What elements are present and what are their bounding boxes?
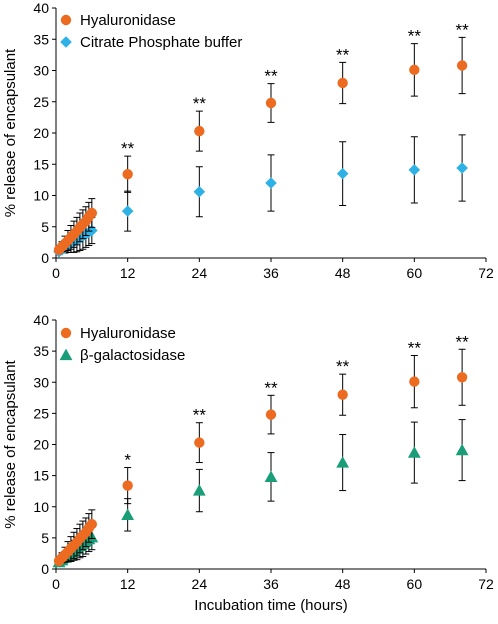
data-point <box>192 484 206 496</box>
significance-marker: ** <box>264 67 278 86</box>
legend-marker <box>60 327 72 339</box>
significance-marker: ** <box>408 338 422 357</box>
x-tick-label: 24 <box>192 265 208 281</box>
y-tick-label: 10 <box>33 188 49 204</box>
x-tick-label: 0 <box>52 576 60 592</box>
legend-entry: β-galactosidase <box>59 347 185 364</box>
significance-marker: ** <box>455 332 469 351</box>
legend-entry: Hyaluronidase <box>60 12 176 29</box>
series-1 <box>52 419 469 568</box>
significance-marker: ** <box>336 357 350 376</box>
x-tick-label: 24 <box>192 576 208 592</box>
y-tick-label: 30 <box>33 63 49 79</box>
y-axis-label: % release of encapsulant <box>2 48 19 217</box>
x-axis-label: Incubation time (hours) <box>194 597 347 614</box>
y-tick-label: 20 <box>33 125 49 141</box>
data-point <box>265 177 277 189</box>
y-tick-label: 40 <box>33 312 49 328</box>
data-point <box>456 60 468 71</box>
significance-marker: ** <box>408 27 422 46</box>
legend-marker <box>60 14 72 26</box>
x-tick-label: 36 <box>263 576 279 592</box>
data-point <box>86 518 98 530</box>
legend-entry: Hyaluronidase <box>60 325 176 342</box>
data-point <box>456 162 468 174</box>
x-tick-label: 12 <box>120 265 136 281</box>
data-point <box>456 372 468 383</box>
x-tick-label: 0 <box>52 265 60 281</box>
y-tick-label: 0 <box>41 250 49 266</box>
x-tick-label: 48 <box>335 576 351 592</box>
y-tick-label: 35 <box>33 343 49 359</box>
data-point <box>122 480 133 491</box>
x-tick-label: 60 <box>407 265 423 281</box>
significance-marker: ** <box>121 139 135 158</box>
significance-marker: ** <box>264 378 278 397</box>
data-point <box>407 446 421 458</box>
data-point <box>337 77 348 89</box>
series-0 <box>53 348 468 567</box>
y-tick-label: 15 <box>33 468 49 484</box>
data-point <box>336 167 349 180</box>
y-tick-label: 20 <box>33 437 49 453</box>
top-chart: 0 5 10 15 20 25 30 35 40 0 12 24 36 48 60 72 % release o… <box>2 0 494 281</box>
significance-marker: * <box>124 451 131 470</box>
series-1 <box>53 134 468 258</box>
y-tick-label: 25 <box>33 94 49 110</box>
legend-label: Hyaluronidase <box>80 12 176 29</box>
data-point <box>337 389 348 400</box>
bottom-chart: 0 5 10 15 20 25 30 35 40 0 12 24 36 48 60 72 % release o… <box>2 312 494 614</box>
legend-label: Citrate Phosphate buffer <box>80 34 242 51</box>
data-point <box>265 97 277 109</box>
data-point <box>408 164 421 176</box>
x-tick-label: 72 <box>478 576 494 592</box>
significance-marker: ** <box>193 94 207 113</box>
significance-marker: ** <box>455 20 469 39</box>
y-tick-label: 10 <box>33 499 49 515</box>
data-point <box>336 456 350 468</box>
data-point <box>121 205 134 217</box>
x-tick-label: 60 <box>407 576 423 592</box>
series-0 <box>53 36 468 256</box>
y-tick-label: 5 <box>41 219 49 235</box>
legend-marker <box>60 36 72 48</box>
data-point <box>121 508 135 520</box>
data-point <box>86 207 98 219</box>
data-point <box>122 169 133 180</box>
y-tick-label: 35 <box>33 31 49 47</box>
data-point <box>193 185 206 198</box>
x-tick-label: 48 <box>335 265 351 281</box>
data-point <box>265 409 277 420</box>
data-point <box>264 470 278 482</box>
y-tick-label: 0 <box>41 561 49 577</box>
legend-marker <box>59 348 73 361</box>
y-tick-label: 15 <box>33 156 49 172</box>
y-tick-label: 40 <box>33 0 49 16</box>
legend-entry: Citrate Phosphate buffer <box>60 34 242 51</box>
significance-marker: ** <box>336 45 350 64</box>
legend-label: Hyaluronidase <box>80 325 176 342</box>
data-point <box>194 125 205 137</box>
data-point <box>409 376 420 387</box>
data-point <box>194 437 205 448</box>
x-tick-label: 36 <box>263 265 279 281</box>
data-point <box>455 443 469 456</box>
legend-label: β-galactosidase <box>80 347 185 364</box>
x-tick-label: 72 <box>478 265 494 281</box>
y-axis-label: % release of encapsulant <box>2 359 19 528</box>
y-tick-label: 30 <box>33 374 49 390</box>
data-point <box>409 64 420 76</box>
y-tick-label: 25 <box>33 405 49 421</box>
significance-marker: ** <box>193 406 207 425</box>
y-tick-label: 5 <box>41 530 49 546</box>
x-tick-label: 12 <box>120 576 136 592</box>
